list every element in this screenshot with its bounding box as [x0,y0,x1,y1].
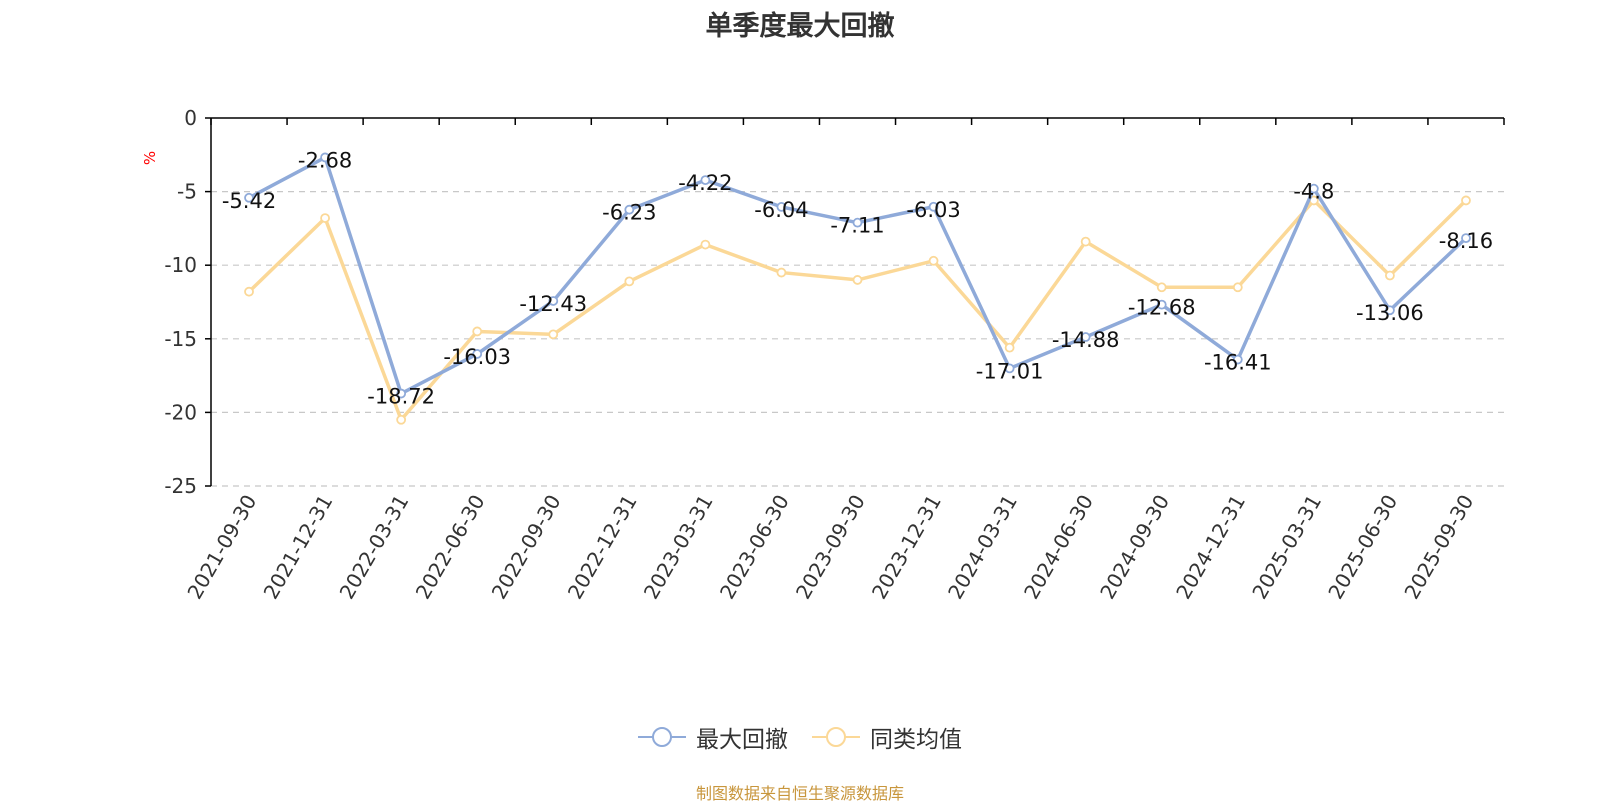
x-tick-label: 2023-09-30 [791,491,870,604]
x-tick-label: 2022-06-30 [411,491,490,604]
data-point-series1 [1004,363,1015,374]
y-tick-label: 0 [184,106,197,130]
data-label: -18.72 [367,385,435,409]
x-tick-label: 2023-06-30 [715,491,794,604]
x-tick-label: 2025-06-30 [1323,491,1402,604]
x-tick-label: 2025-03-31 [1247,491,1326,604]
y-tick-label: -20 [164,400,197,424]
data-label: -16.41 [1204,351,1272,375]
x-tick-label: 2022-12-31 [563,491,642,604]
legend-item-series2[interactable]: 同类均值 [812,720,962,754]
x-tick-label: 2024-09-30 [1095,491,1174,604]
x-tick-label: 2022-03-31 [335,491,414,604]
data-point-series2 [852,275,863,285]
data-point-series1 [548,296,559,306]
data-label: -2.68 [298,148,352,172]
data-point-series2 [244,286,254,297]
data-point-series1 [776,202,787,212]
data-label: -4.22 [678,171,732,195]
data-point-series2 [1156,282,1167,293]
data-point-series1 [1461,233,1471,244]
legend-item-series1[interactable]: 最大回撤 [638,720,788,754]
y-tick-label: -10 [164,253,197,277]
data-label: -13.06 [1356,301,1424,325]
legend-line-circle-icon [638,727,686,747]
data-label: -12.43 [519,292,587,316]
x-tick-label: 2021-09-30 [182,491,261,604]
data-point-series1 [320,152,330,163]
data-point-series2 [1385,270,1395,281]
legend: 最大回撤 同类均值 [0,720,1600,754]
data-point-series2 [1461,195,1471,206]
data-point-series2 [700,239,711,250]
y-tick-label: -15 [164,327,197,351]
data-label: -4.8 [1293,180,1334,204]
data-label: -5.42 [222,189,276,213]
data-label: -8.16 [1439,229,1493,253]
data-point-series1 [1156,299,1167,310]
data-label: -6.23 [602,201,656,225]
x-tick-label: 2021-12-31 [259,491,338,604]
data-point-series1 [700,175,711,186]
data-point-series2 [1080,236,1091,247]
data-label: -6.03 [906,198,960,222]
y-tick-label: -5 [177,180,197,204]
source-note: 制图数据来自恒生聚源数据库 [695,784,904,803]
legend-line-circle-icon [812,727,860,747]
data-label: -14.88 [1052,328,1120,352]
chart-title: 单季度最大回撤 [705,11,895,42]
data-point-series2 [624,276,635,287]
data-point-series1 [624,204,635,215]
data-point-series1 [928,201,939,212]
data-point-series1 [1080,332,1091,342]
data-label: -7.11 [830,214,884,238]
data-label: -17.01 [976,359,1044,383]
y-axis-label: % [141,151,159,165]
x-tick-label: 2024-03-31 [943,491,1022,604]
x-tick-label: 2022-09-30 [487,491,566,604]
legend-label-series1: 最大回撤 [696,727,788,753]
data-label: -6.04 [754,198,808,222]
data-point-series2 [396,414,407,425]
x-tick-label: 2024-06-30 [1019,491,1098,604]
x-tick-label: 2025-09-30 [1399,491,1478,604]
x-tick-label: 2024-12-31 [1171,491,1250,604]
data-label: -12.68 [1128,296,1196,320]
data-point-series1 [852,217,863,228]
data-point-series1 [472,349,483,359]
data-label: -16.03 [443,345,511,369]
data-point-series1 [1385,305,1395,316]
data-point-series1 [396,388,407,399]
x-tick-label: 2023-12-31 [867,491,946,604]
data-point-series2 [928,255,939,266]
data-point-series2 [320,213,330,223]
data-point-series2 [548,329,559,340]
y-tick-label: -25 [164,474,197,498]
data-point-series2 [776,267,787,278]
data-point-series1 [1308,183,1319,194]
x-tick-label: 2023-03-31 [639,491,718,604]
data-point-series2 [1232,282,1243,293]
legend-label-series2: 同类均值 [870,727,962,753]
data-point-series2 [1004,342,1015,353]
data-point-series2 [472,326,483,337]
data-point-series1 [244,192,254,203]
data-point-series1 [1232,354,1243,365]
